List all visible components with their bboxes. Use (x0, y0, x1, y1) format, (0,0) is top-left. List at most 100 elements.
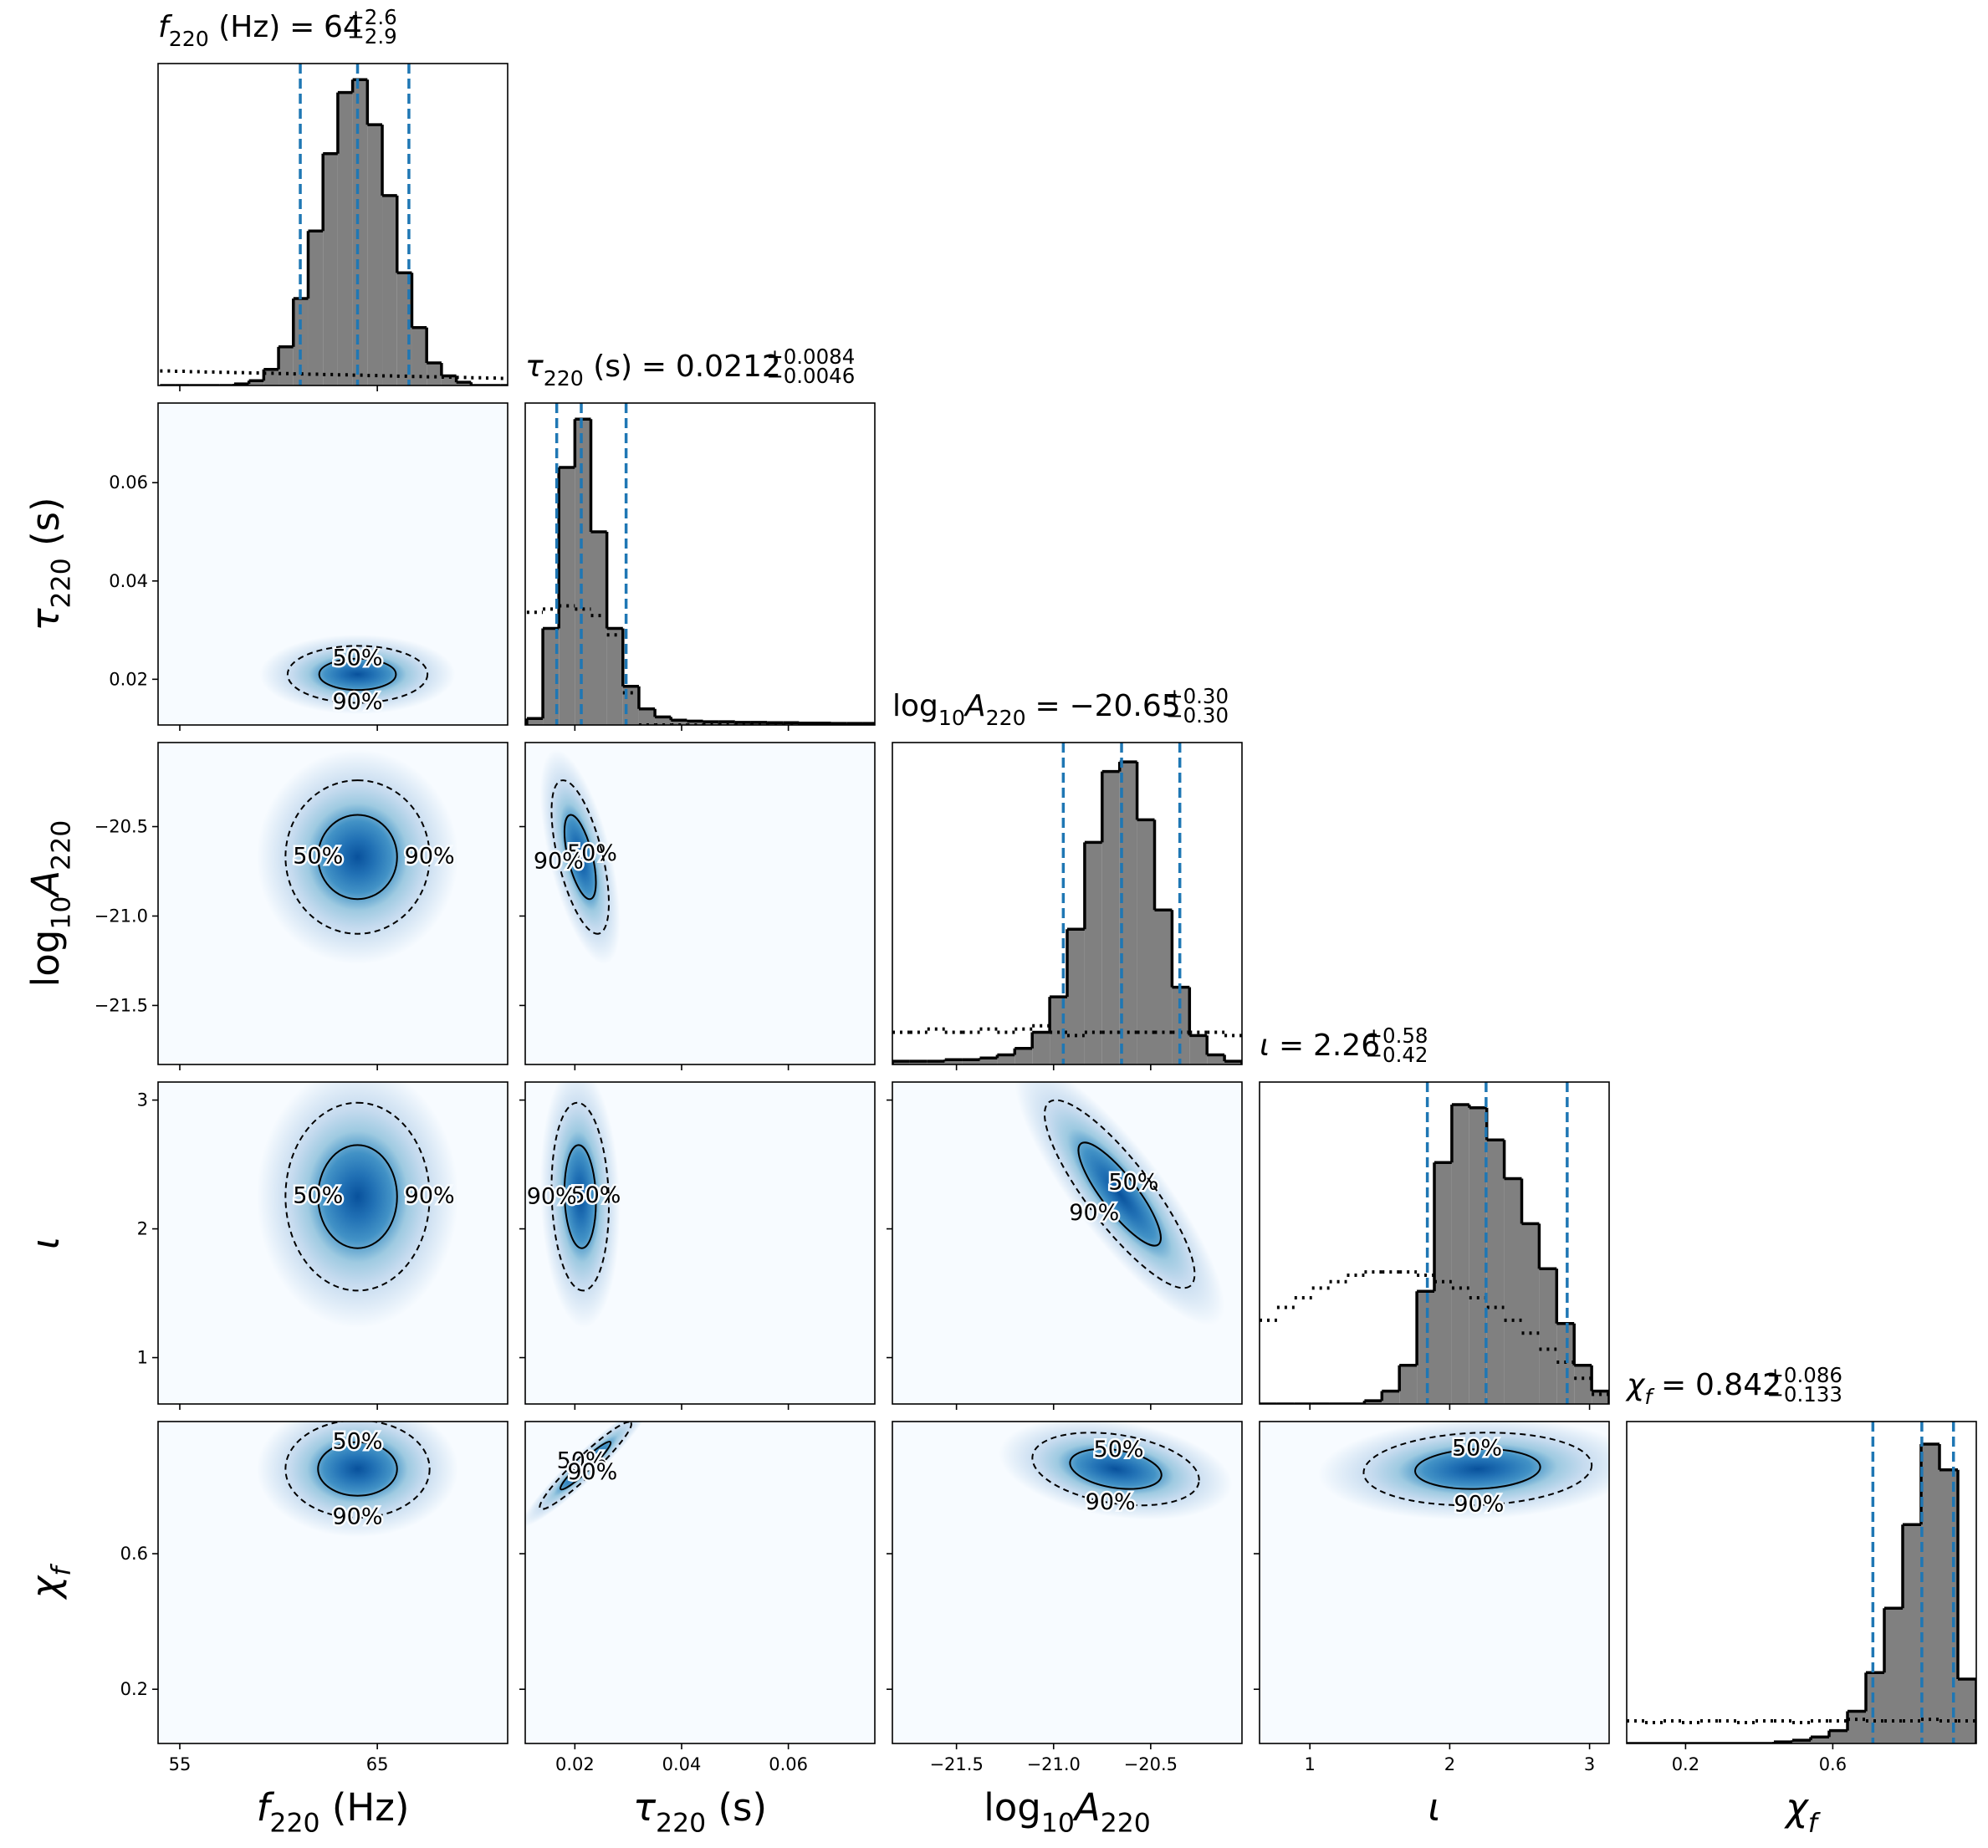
contour (1414, 1447, 1541, 1490)
histogram-bar (1067, 929, 1085, 1064)
contour-label: 50% (557, 1447, 607, 1473)
contour-label: 90% (534, 849, 584, 875)
x-tick-label: −21.5 (929, 1754, 983, 1774)
histogram-bar (1014, 1048, 1033, 1064)
histogram-bar (1939, 1469, 1958, 1743)
density-panel: 50%90% (892, 1422, 1242, 1743)
contour (318, 657, 397, 692)
label-part: (Hz) (320, 1785, 410, 1830)
label-part: f (1644, 1385, 1655, 1409)
contour (1077, 1141, 1162, 1247)
label-part: 220 (544, 366, 584, 391)
x-tick-label: −20.5 (1124, 1754, 1178, 1774)
histogram-bar (1829, 1730, 1847, 1743)
label-part: A (23, 870, 68, 899)
histogram-bar (427, 363, 442, 385)
histogram-bar (962, 1059, 980, 1064)
contour (284, 779, 431, 935)
contour (1069, 1447, 1163, 1490)
x-axis-label: χf (1784, 1785, 1822, 1839)
panel-frame (157, 402, 508, 726)
histogram-panel (525, 403, 875, 725)
y-tick-label: −21.0 (95, 906, 148, 926)
label-part: (s) (706, 1785, 767, 1830)
panel-frame (892, 1421, 1243, 1744)
histogram-bar (575, 419, 591, 725)
title-error-plus: +0.30 (1166, 684, 1229, 708)
contour-label: 50% (293, 843, 343, 869)
contour-label: 90% (567, 1459, 617, 1485)
panel-frame (892, 742, 1243, 1065)
contour-label: 90% (333, 689, 383, 715)
panel-frame (892, 1081, 1243, 1405)
histogram-bar (559, 467, 575, 725)
histogram-bar (308, 231, 324, 385)
label-part: 220 (47, 820, 77, 870)
x-tick-label: 55 (169, 1754, 192, 1774)
histogram-bar (997, 1054, 1015, 1064)
histogram-bar (1172, 987, 1190, 1064)
histogram-panel (160, 64, 508, 385)
histogram-bar (1486, 1140, 1505, 1404)
histogram-bar (671, 720, 687, 725)
contour (284, 1101, 431, 1292)
histogram-bar (1866, 1672, 1884, 1743)
panel-frame (524, 402, 876, 726)
label-part: 220 (47, 558, 77, 608)
label-part: A (963, 689, 986, 723)
title-error-plus: +0.086 (1766, 1363, 1842, 1387)
histogram-bar (638, 708, 656, 725)
histogram-bar (1903, 1524, 1921, 1743)
histogram-bar (1154, 910, 1173, 1064)
contour-label: 50% (570, 1182, 621, 1208)
title-separator: = (641, 350, 667, 384)
label-part: 220 (169, 27, 209, 51)
x-axis-label: ι (1428, 1785, 1440, 1830)
title-median: 2.26 (1313, 1029, 1380, 1063)
histogram-panel (892, 743, 1242, 1064)
histogram-bar (1207, 1054, 1225, 1064)
contour (317, 814, 398, 901)
x-tick-label: 0.04 (662, 1754, 702, 1774)
histogram-bar (1189, 1035, 1208, 1064)
histogram-bar (1521, 1223, 1540, 1404)
label-part: log (23, 930, 68, 988)
density-panel: 50%90% (525, 743, 875, 1064)
panel-title: χf = 0.842 (1625, 1368, 1781, 1409)
y-axis-label: ι (23, 1237, 68, 1249)
contour-label: 90% (405, 843, 455, 869)
histogram-bar (1958, 1679, 1976, 1743)
label-part: ι (1260, 1029, 1270, 1063)
label-part: τ (633, 1785, 657, 1830)
histogram-bar (1084, 842, 1102, 1064)
y-tick-label: 0.02 (109, 669, 148, 689)
label-part: 220 (986, 706, 1026, 730)
density-panel: 50%90% (1260, 1422, 1609, 1743)
title-error-plus: +2.6 (347, 5, 396, 29)
panel-frame (524, 742, 876, 1065)
histogram-bar (382, 195, 397, 385)
density-panel: 50% 90% (158, 743, 508, 1064)
panel-title: τ220 (s) = 0.0212 (525, 350, 781, 391)
title-median: 0.842 (1695, 1368, 1781, 1402)
histogram-bar (456, 382, 472, 385)
contour (1043, 1099, 1196, 1289)
label-part: τ (525, 350, 544, 384)
contour-label: 90% (405, 1183, 455, 1209)
label-part: (Hz) (209, 10, 281, 44)
panel-frame (1626, 1421, 1977, 1744)
contour (550, 779, 610, 935)
x-tick-label: 65 (366, 1754, 389, 1774)
histogram-bar (1224, 1061, 1242, 1064)
density (257, 1422, 458, 1538)
contour (284, 1422, 431, 1519)
label-part: χ (23, 1575, 68, 1600)
panel-title: log10A220 = −20.65 (892, 689, 1181, 730)
histogram-bar (279, 346, 294, 385)
title-median: 0.0212 (676, 350, 781, 384)
contour-label: 50% (1094, 1437, 1144, 1463)
x-tick-label: 0.2 (1672, 1754, 1699, 1774)
density-panel: 50%90% (158, 403, 508, 725)
label-part: (s) (584, 350, 632, 384)
